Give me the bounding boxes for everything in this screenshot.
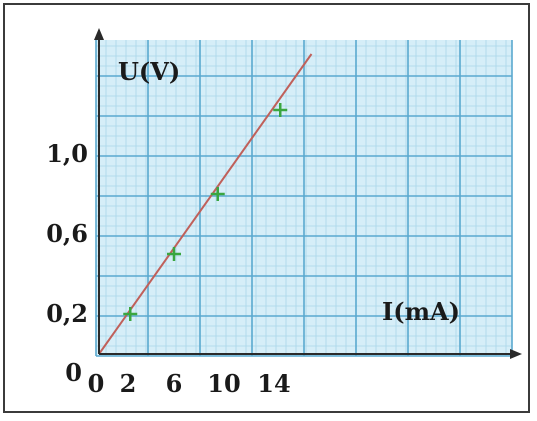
x-axis-arrow: [510, 349, 522, 359]
data-point: [210, 187, 225, 201]
data-point: [123, 307, 138, 321]
y-tick-label: 0,2: [46, 299, 88, 328]
minor-grid: [95, 40, 512, 357]
y-axis-arrow: [94, 28, 104, 40]
y-tick-label: 0: [65, 358, 82, 387]
data-point: [273, 103, 288, 117]
data-points: [123, 103, 288, 321]
x-axis-label: I(mA): [382, 297, 460, 326]
data-point: [167, 247, 181, 261]
y-tick-label: 0,6: [46, 219, 88, 248]
x-tick-labels: 0 2 6 10 14: [88, 369, 291, 398]
x-tick-label: 10: [207, 369, 240, 398]
y-tick-label: 1,0: [46, 139, 88, 168]
major-grid: [95, 40, 513, 357]
x-tick-label: 0: [88, 369, 105, 398]
x-tick-label: 2: [120, 369, 137, 398]
x-tick-label: 14: [257, 369, 290, 398]
y-axis-label: U(V): [118, 57, 180, 86]
x-tick-label: 6: [166, 369, 183, 398]
fit-line: [98, 53, 313, 355]
y-tick-labels: 0 0,2 0,6 1,0: [46, 139, 88, 387]
